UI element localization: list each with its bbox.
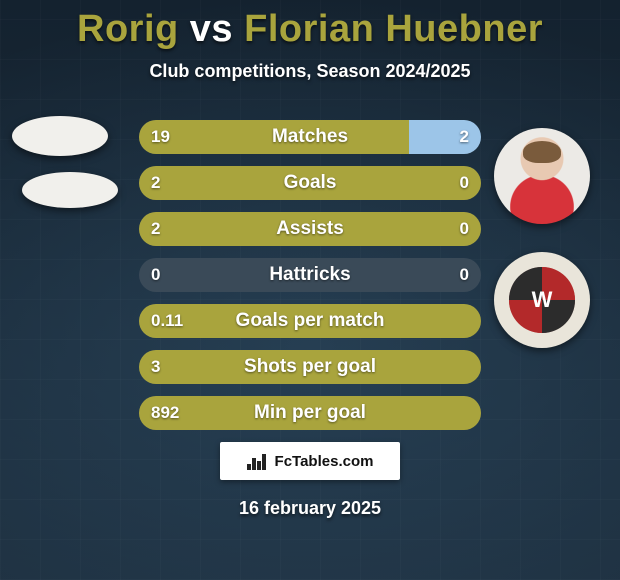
player1-club-badge xyxy=(22,172,118,208)
stat-row: 3Shots per goal xyxy=(139,350,481,384)
stat-label: Assists xyxy=(139,212,481,246)
stat-row: 20Assists xyxy=(139,212,481,246)
page-title: Rorig vs Florian Huebner xyxy=(0,0,620,51)
stat-row: 00Hattricks xyxy=(139,258,481,292)
stat-label: Shots per goal xyxy=(139,350,481,384)
player2-club-badge xyxy=(494,252,590,348)
player2-name: Florian Huebner xyxy=(244,8,543,50)
player1-avatar xyxy=(12,116,108,156)
player2-avatar xyxy=(494,128,590,224)
brand-text: FcTables.com xyxy=(275,453,374,470)
stat-label: Goals xyxy=(139,166,481,200)
player1-name: Rorig xyxy=(77,8,179,50)
stat-row: 20Goals xyxy=(139,166,481,200)
stat-label: Hattricks xyxy=(139,258,481,292)
chart-icon xyxy=(247,452,269,470)
content: Rorig vs Florian Huebner Club competitio… xyxy=(0,0,620,580)
stat-label: Matches xyxy=(139,120,481,154)
footer-date: 16 february 2025 xyxy=(0,498,620,519)
stat-row: 892Min per goal xyxy=(139,396,481,430)
stat-row: 192Matches xyxy=(139,120,481,154)
stat-rows: 192Matches 20Goals 20Assists 00Hattricks 0.1… xyxy=(139,120,481,442)
subtitle: Club competitions, Season 2024/2025 xyxy=(0,61,620,82)
stat-label: Goals per match xyxy=(139,304,481,338)
brand-logo: FcTables.com xyxy=(220,442,400,480)
stat-label: Min per goal xyxy=(139,396,481,430)
stat-row: 0.11Goals per match xyxy=(139,304,481,338)
vs-label: vs xyxy=(190,8,233,50)
